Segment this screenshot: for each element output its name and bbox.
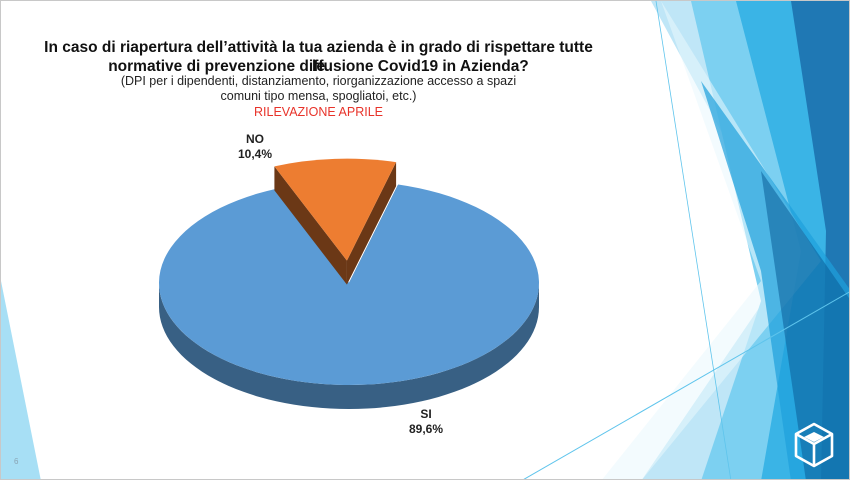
- chart-subtitle-line-1: (DPI per i dipendenti, distanziamento, r…: [120, 74, 517, 88]
- pie-slice-si-top: [158, 184, 539, 385]
- chart-title-line-1: In caso di riapertura dell’attività la t…: [44, 39, 593, 75]
- pie-slice-no: [274, 158, 397, 285]
- data-label-si: SI 89,6%: [386, 407, 466, 437]
- decor-line-1: [523, 291, 849, 479]
- data-label-no: NO 10,4%: [215, 132, 295, 162]
- survey-label: RILEVAZIONE APRILE: [254, 105, 383, 119]
- pie-slice-no-side-1: [274, 166, 347, 285]
- pie-slice-si: [158, 184, 539, 409]
- pie-slice-no-top: [274, 158, 397, 261]
- decor-left-shape: [1, 281, 41, 479]
- page-number: 6: [14, 457, 19, 466]
- cube-logo-icon: [794, 422, 834, 468]
- data-label-no-category: NO: [246, 132, 264, 146]
- chart-subtitle-line-2: comuni tipo mensa, spogliatoi, etc.): [220, 89, 417, 103]
- data-label-no-value: 10,4%: [237, 147, 273, 161]
- data-label-si-category: SI: [420, 407, 432, 421]
- pie-slice-no-side-2: [346, 162, 397, 285]
- decor-line-2: [655, 1, 732, 479]
- chart-title-line-2: normative di prevenzione diffusione Covi…: [108, 58, 529, 75]
- pie-slice-si-wall-1: [159, 283, 539, 409]
- data-label-si-value: 89,6%: [408, 422, 444, 436]
- decor-wedge-c: [761, 171, 849, 479]
